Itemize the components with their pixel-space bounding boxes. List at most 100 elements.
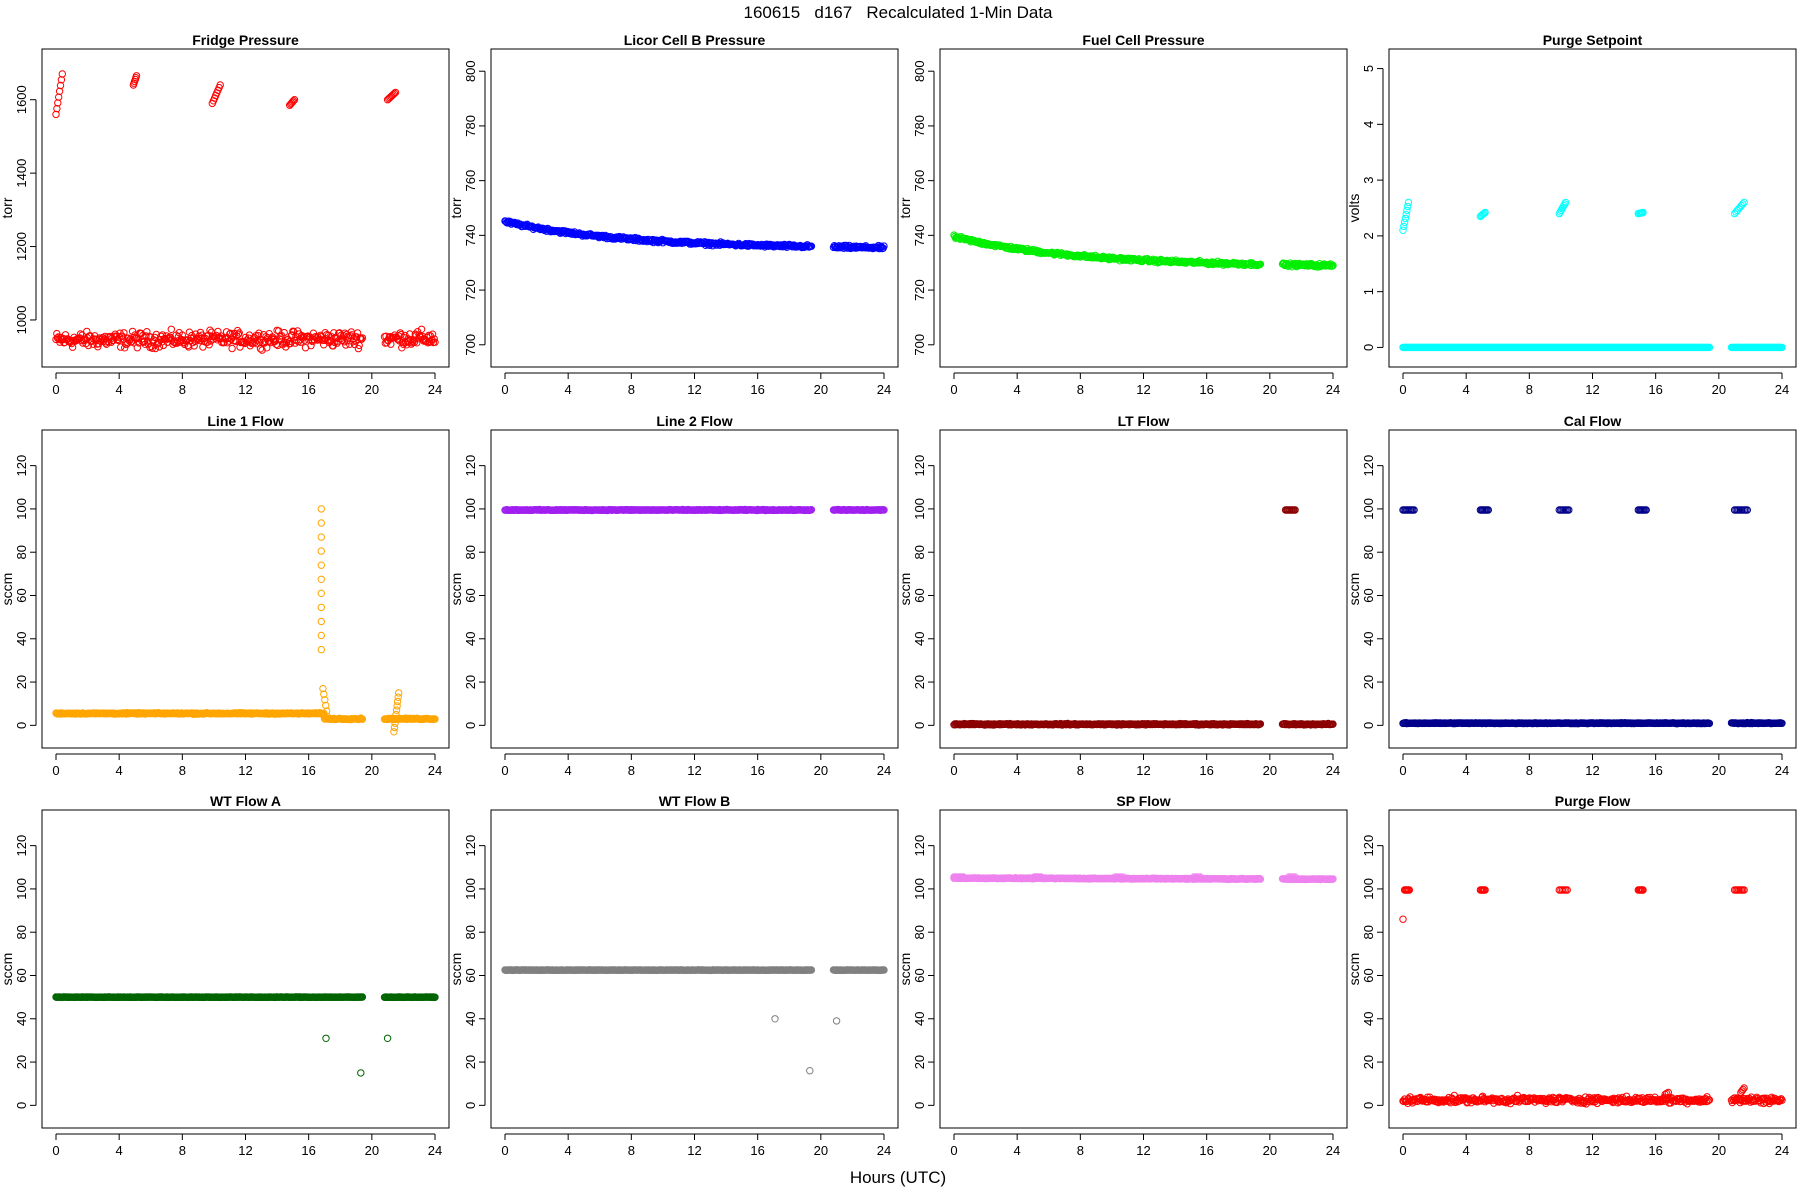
- data-point: [353, 333, 361, 341]
- data-point: [355, 341, 363, 350]
- x-tick-label: 20: [1263, 382, 1277, 397]
- data-point: [1705, 343, 1714, 352]
- x-tick-label: 24: [877, 1143, 891, 1158]
- y-tick-label: 100: [463, 498, 478, 520]
- y-tick-label: 800: [912, 60, 927, 82]
- y-tick-label: 0: [1361, 722, 1376, 729]
- y-tick-label: 20: [912, 675, 927, 689]
- data-point-outlier: [55, 93, 63, 101]
- data-point-outlier: [317, 631, 325, 640]
- data-point: [417, 325, 426, 333]
- data-point: [358, 334, 367, 342]
- data-points: [501, 505, 888, 515]
- data-point-outlier: [57, 76, 66, 84]
- data-point-outlier: [1399, 226, 1407, 235]
- data-point: [102, 339, 110, 347]
- panel-title: Licor Cell B Pressure: [624, 32, 766, 48]
- data-point: [271, 337, 280, 345]
- plot-frame: [939, 429, 1348, 749]
- y-tick-label: 1600: [14, 85, 29, 114]
- plot-frame: [490, 48, 899, 368]
- x-tick-label: 8: [628, 763, 635, 778]
- data-point-outlier: [53, 104, 61, 113]
- data-point: [206, 326, 214, 334]
- data-point: [220, 338, 228, 347]
- data-point-outlier: [290, 96, 299, 104]
- y-tick-label: 80: [463, 545, 478, 559]
- y-tick-label: 20: [463, 675, 478, 689]
- data-point: [102, 340, 111, 348]
- data-point: [235, 329, 243, 337]
- data-point-outlier: [216, 81, 224, 89]
- data-point-outlier: [395, 689, 403, 697]
- x-tick-label: 16: [1648, 382, 1662, 397]
- data-point-outlier: [390, 89, 399, 98]
- x-tick-label: 4: [1463, 382, 1470, 397]
- data-point: [205, 341, 213, 349]
- y-tick-label: 4: [1361, 121, 1376, 128]
- data-point-outlier: [1404, 198, 1413, 207]
- x-tick-label: 8: [1077, 382, 1084, 397]
- y-tick-label: 40: [463, 1012, 478, 1026]
- x-tick-label: 4: [116, 382, 123, 397]
- data-points: [501, 966, 888, 1075]
- data-point: [181, 340, 189, 349]
- data-point: [431, 338, 439, 346]
- y-tick-label: 0: [463, 722, 478, 729]
- y-tick-label: 120: [912, 455, 927, 477]
- data-point-outlier: [1480, 209, 1488, 217]
- data-point: [880, 242, 888, 250]
- data-points: [950, 231, 1337, 271]
- y-tick-label: 720: [463, 279, 478, 301]
- data-point-outlier: [1402, 210, 1410, 219]
- x-tick-label: 16: [750, 763, 764, 778]
- y-tick-label: 1400: [14, 159, 29, 188]
- data-point: [431, 715, 439, 723]
- y-tick-label: 740: [912, 225, 927, 247]
- data-point: [255, 329, 263, 337]
- y-tick-label: 800: [463, 60, 478, 82]
- x-tick-label: 12: [238, 763, 252, 778]
- x-tick-label: 20: [814, 1143, 828, 1158]
- data-point: [307, 341, 315, 350]
- data-point-outlier: [323, 713, 332, 721]
- y-tick-label: 40: [912, 632, 927, 646]
- x-tick-label: 16: [1648, 763, 1662, 778]
- plot-frame: [939, 48, 1348, 368]
- data-point: [428, 330, 437, 338]
- plot-frame: [41, 48, 450, 368]
- y-tick-label: 700: [463, 334, 478, 356]
- data-point-outlier: [55, 87, 64, 96]
- y-tick-label: 60: [912, 588, 927, 602]
- data-point-outlier: [1562, 198, 1570, 207]
- y-tick-label: 760: [912, 170, 927, 192]
- x-tick-label: 20: [814, 763, 828, 778]
- y-tick-label: 0: [463, 1102, 478, 1109]
- data-point: [280, 328, 288, 337]
- data-point-outlier: [1404, 202, 1412, 211]
- y-axis-label: sccm: [0, 953, 15, 986]
- x-tick-label: 20: [365, 763, 379, 778]
- data-point: [190, 342, 198, 350]
- data-point-outlier: [317, 519, 325, 527]
- data-point: [214, 327, 222, 336]
- data-point: [387, 340, 395, 348]
- data-point: [228, 344, 236, 353]
- x-tick-label: 8: [1526, 763, 1533, 778]
- y-axis-label: torr: [897, 197, 913, 218]
- data-point: [258, 346, 266, 354]
- x-tick-label: 16: [301, 382, 315, 397]
- x-tick-label: 24: [877, 763, 891, 778]
- data-point-outlier: [383, 1034, 392, 1043]
- data-point-outlier: [390, 728, 398, 736]
- x-tick-label: 12: [238, 1143, 252, 1158]
- y-tick-label: 1000: [14, 306, 29, 335]
- x-tick-label: 0: [950, 382, 957, 397]
- x-tick-label: 24: [428, 1143, 442, 1158]
- y-tick-label: 780: [912, 115, 927, 137]
